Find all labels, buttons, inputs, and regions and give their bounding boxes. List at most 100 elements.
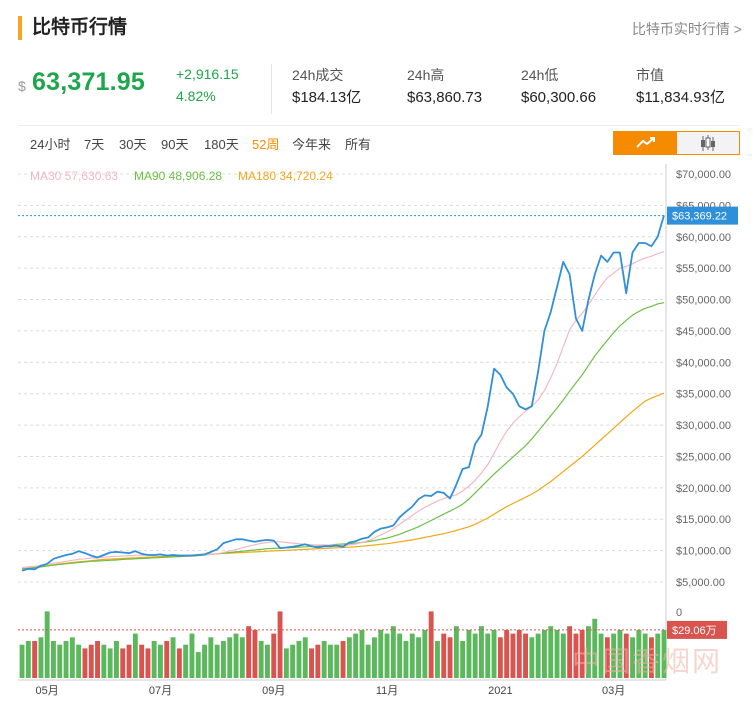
- volume-bar: [485, 633, 491, 678]
- stat-value: $184.13亿: [292, 89, 362, 106]
- volume-bar: [277, 611, 283, 678]
- volume-bar: [101, 644, 107, 678]
- volume-bar: [82, 648, 88, 678]
- legend-ma180: MA180 34,720.24: [238, 169, 333, 183]
- current-volume-label: $29.06万: [672, 625, 717, 637]
- volume-bar: [447, 637, 453, 678]
- tab-52w[interactable]: 52周: [252, 137, 280, 152]
- volume-bar: [529, 637, 535, 678]
- tab-ytd[interactable]: 今年来: [292, 137, 332, 152]
- watermark: 中国香烟网: [572, 645, 723, 678]
- volume-bar: [164, 641, 170, 678]
- volume-bar: [623, 633, 629, 678]
- ma30-line: [21, 251, 665, 569]
- stat-label: 24h低: [521, 67, 559, 83]
- volume-bar: [472, 633, 478, 678]
- volume-bar: [334, 644, 340, 678]
- grid-lines: [18, 173, 666, 583]
- volume-bar: [170, 637, 176, 678]
- volume-bar: [69, 637, 75, 678]
- volume-bar: [390, 626, 396, 678]
- volume-bar: [655, 633, 661, 678]
- volume-bar: [504, 629, 510, 678]
- volume-bar: [340, 641, 346, 678]
- title-bar: 比特币行情 比特币实时行情 >: [0, 0, 756, 58]
- x-axis: 05月 07月 09月 11月 2021 03月: [18, 679, 666, 697]
- line-chart-icon: [636, 137, 655, 148]
- volume-bar: [321, 641, 327, 678]
- volume-bar: [283, 648, 289, 678]
- x-tick-label: 03月: [602, 685, 625, 697]
- divider: [18, 125, 740, 126]
- volume-bar: [63, 641, 69, 678]
- volume-bar: [604, 637, 610, 678]
- stat-label: 市值: [636, 67, 664, 83]
- volume-bar: [32, 641, 38, 678]
- volume-bar: [44, 611, 50, 678]
- y-tick-label: $55,000.00: [676, 263, 731, 275]
- volume-bar: [510, 633, 516, 678]
- current-price-tag: [667, 206, 738, 225]
- volume-bar: [523, 633, 528, 678]
- volume-bar: [183, 644, 189, 678]
- y-tick-label: $70,000.00: [676, 169, 731, 181]
- tab-24h[interactable]: 24小时: [30, 137, 71, 152]
- volume-bar: [95, 641, 100, 678]
- volume-bar: [416, 637, 421, 678]
- volume-bar: [479, 626, 484, 678]
- stat-label: 24h成交: [292, 67, 344, 83]
- volume-bar: [346, 637, 352, 678]
- ma90-line: [21, 302, 665, 570]
- x-tick-label: 05月: [36, 685, 59, 697]
- volume-bar: [271, 633, 277, 678]
- volume-bar: [560, 633, 566, 678]
- volume-bar: [636, 629, 642, 678]
- tab-90d[interactable]: 90天: [161, 137, 189, 152]
- y-tick-label: $35,000.00: [676, 389, 731, 401]
- y-tick-label: $5,000.00: [676, 577, 725, 589]
- volume-bar: [246, 626, 252, 678]
- volume-bar: [309, 648, 314, 678]
- tab-180d[interactable]: 180天: [204, 137, 239, 152]
- volume-bar: [51, 641, 56, 678]
- volume-bar: [252, 629, 258, 678]
- stat-value: $11,834.93亿: [636, 89, 725, 106]
- stat-high: 24h高 $63,860.73: [407, 66, 482, 108]
- volume-bar: [38, 637, 44, 678]
- y-tick-label: $60,000.00: [676, 232, 731, 244]
- volume-bar: [460, 641, 466, 678]
- title-accent-bar: [18, 16, 22, 40]
- volume-bar: [617, 629, 623, 678]
- current-price: 63,371.95: [32, 68, 146, 96]
- volume-bar: [120, 648, 126, 678]
- volume-bar: [516, 629, 522, 678]
- volume-bar: [359, 629, 365, 678]
- volume-bar: [642, 633, 648, 678]
- tab-30d[interactable]: 30天: [119, 137, 147, 152]
- x-tick-label: 07月: [149, 685, 172, 697]
- line-mode-button[interactable]: [614, 132, 677, 154]
- volume-bar: [365, 644, 371, 678]
- series-lines: [21, 215, 665, 572]
- volume-bar: [189, 633, 195, 678]
- volume-bar: [132, 633, 138, 678]
- volume-bar: [409, 633, 415, 678]
- volume-bar: [428, 611, 434, 678]
- tab-7d[interactable]: 7天: [84, 137, 105, 152]
- candlestick-icon: [701, 135, 715, 151]
- volume-bar: [195, 652, 201, 678]
- volume-bar: [567, 626, 573, 678]
- realtime-link[interactable]: 比特币实时行情 >: [631, 21, 742, 37]
- candlestick-mode-button[interactable]: [677, 132, 739, 154]
- tab-all[interactable]: 所有: [345, 137, 372, 152]
- volume-bar: [372, 637, 377, 678]
- volume-bar: [227, 637, 233, 678]
- volume-bar: [88, 644, 94, 678]
- volume-bar: [630, 637, 635, 678]
- y-tick-label: $50,000.00: [676, 295, 731, 307]
- volume-bar: [221, 641, 226, 678]
- y-tick-label: $20,000.00: [676, 483, 731, 495]
- current-volume-tag: [667, 620, 727, 639]
- y-tick-label: $10,000.00: [676, 546, 731, 558]
